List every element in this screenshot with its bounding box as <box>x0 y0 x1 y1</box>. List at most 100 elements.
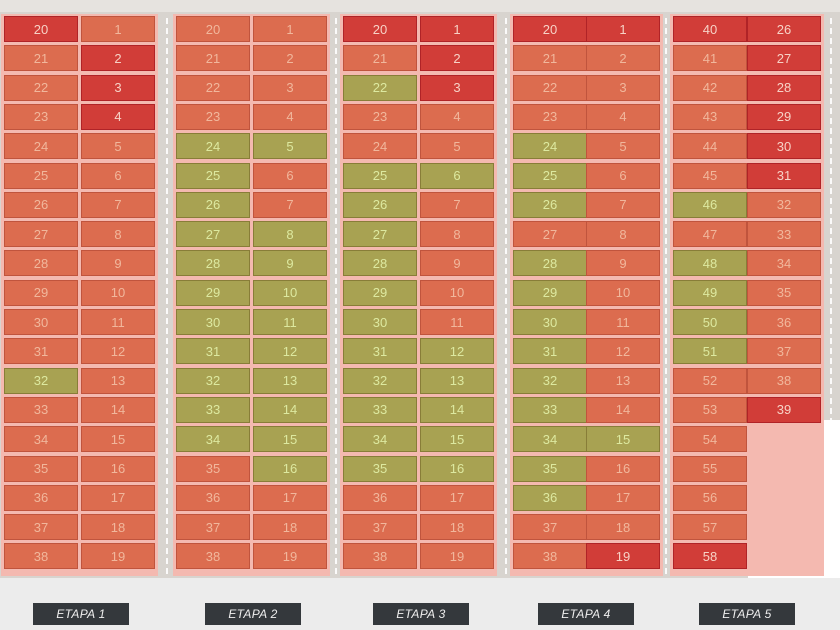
lot-39[interactable]: 39 <box>747 396 821 423</box>
lot-4[interactable]: 4 <box>420 103 494 130</box>
lot-26[interactable]: 26 <box>176 191 250 218</box>
lot-43[interactable]: 43 <box>673 103 747 130</box>
lot-32[interactable]: 32 <box>513 367 587 394</box>
lot-22[interactable]: 22 <box>4 74 78 101</box>
lot-31[interactable]: 31 <box>4 338 78 365</box>
lot-14[interactable]: 14 <box>253 396 327 423</box>
lot-15[interactable]: 15 <box>253 426 327 453</box>
lot-31[interactable]: 31 <box>513 338 587 365</box>
lot-38[interactable]: 38 <box>4 543 78 570</box>
lot-35[interactable]: 35 <box>343 455 417 482</box>
lot-30[interactable]: 30 <box>513 309 587 335</box>
lot-40[interactable]: 40 <box>673 16 747 42</box>
lot-42[interactable]: 42 <box>673 74 747 101</box>
lot-12[interactable]: 12 <box>253 338 327 365</box>
lot-10[interactable]: 10 <box>253 279 327 306</box>
lot-22[interactable]: 22 <box>513 74 587 101</box>
lot-14[interactable]: 14 <box>586 396 660 423</box>
lot-6[interactable]: 6 <box>81 162 155 189</box>
lot-28[interactable]: 28 <box>343 250 417 277</box>
lot-33[interactable]: 33 <box>176 396 250 423</box>
lot-20[interactable]: 20 <box>4 16 78 42</box>
lot-32[interactable]: 32 <box>176 367 250 394</box>
lot-12[interactable]: 12 <box>81 338 155 365</box>
lot-57[interactable]: 57 <box>673 514 747 541</box>
lot-35[interactable]: 35 <box>513 455 587 482</box>
lot-19[interactable]: 19 <box>586 543 660 570</box>
lot-27[interactable]: 27 <box>4 221 78 248</box>
lot-34[interactable]: 34 <box>343 426 417 453</box>
lot-28[interactable]: 28 <box>4 250 78 277</box>
lot-47[interactable]: 47 <box>673 221 747 248</box>
lot-1[interactable]: 1 <box>81 16 155 42</box>
lot-38[interactable]: 38 <box>343 543 417 570</box>
lot-9[interactable]: 9 <box>81 250 155 277</box>
lot-30[interactable]: 30 <box>176 309 250 335</box>
lot-7[interactable]: 7 <box>253 191 327 218</box>
lot-6[interactable]: 6 <box>586 162 660 189</box>
lot-4[interactable]: 4 <box>253 103 327 130</box>
lot-1[interactable]: 1 <box>586 16 660 42</box>
lot-30[interactable]: 30 <box>747 133 821 160</box>
lot-17[interactable]: 17 <box>253 484 327 511</box>
lot-26[interactable]: 26 <box>513 191 587 218</box>
lot-19[interactable]: 19 <box>81 543 155 570</box>
lot-7[interactable]: 7 <box>420 191 494 218</box>
lot-13[interactable]: 13 <box>81 367 155 394</box>
lot-6[interactable]: 6 <box>420 162 494 189</box>
lot-2[interactable]: 2 <box>586 45 660 72</box>
lot-8[interactable]: 8 <box>253 221 327 248</box>
lot-34[interactable]: 34 <box>747 250 821 277</box>
lot-45[interactable]: 45 <box>673 162 747 189</box>
lot-51[interactable]: 51 <box>673 338 747 365</box>
lot-24[interactable]: 24 <box>176 133 250 160</box>
lot-18[interactable]: 18 <box>586 514 660 541</box>
lot-7[interactable]: 7 <box>81 191 155 218</box>
lot-17[interactable]: 17 <box>420 484 494 511</box>
lot-12[interactable]: 12 <box>586 338 660 365</box>
lot-26[interactable]: 26 <box>747 16 821 42</box>
lot-37[interactable]: 37 <box>747 338 821 365</box>
lot-5[interactable]: 5 <box>81 133 155 160</box>
lot-25[interactable]: 25 <box>176 162 250 189</box>
lot-3[interactable]: 3 <box>253 74 327 101</box>
lot-33[interactable]: 33 <box>513 396 587 423</box>
lot-27[interactable]: 27 <box>176 221 250 248</box>
lot-8[interactable]: 8 <box>81 221 155 248</box>
lot-14[interactable]: 14 <box>420 396 494 423</box>
lot-38[interactable]: 38 <box>747 367 821 394</box>
lot-2[interactable]: 2 <box>253 45 327 72</box>
lot-48[interactable]: 48 <box>673 250 747 277</box>
lot-12[interactable]: 12 <box>420 338 494 365</box>
lot-20[interactable]: 20 <box>513 16 587 42</box>
lot-2[interactable]: 2 <box>420 45 494 72</box>
lot-30[interactable]: 30 <box>4 309 78 335</box>
lot-29[interactable]: 29 <box>747 103 821 130</box>
lot-46[interactable]: 46 <box>673 191 747 218</box>
lot-13[interactable]: 13 <box>586 367 660 394</box>
lot-37[interactable]: 37 <box>513 514 587 541</box>
lot-26[interactable]: 26 <box>4 191 78 218</box>
lot-35[interactable]: 35 <box>4 455 78 482</box>
lot-21[interactable]: 21 <box>176 45 250 72</box>
lot-10[interactable]: 10 <box>586 279 660 306</box>
lot-13[interactable]: 13 <box>253 367 327 394</box>
lot-35[interactable]: 35 <box>176 455 250 482</box>
lot-49[interactable]: 49 <box>673 279 747 306</box>
lot-16[interactable]: 16 <box>586 455 660 482</box>
lot-23[interactable]: 23 <box>513 103 587 130</box>
lot-33[interactable]: 33 <box>343 396 417 423</box>
lot-38[interactable]: 38 <box>176 543 250 570</box>
lot-3[interactable]: 3 <box>420 74 494 101</box>
lot-53[interactable]: 53 <box>673 396 747 423</box>
lot-14[interactable]: 14 <box>81 396 155 423</box>
lot-21[interactable]: 21 <box>343 45 417 72</box>
lot-26[interactable]: 26 <box>343 191 417 218</box>
lot-32[interactable]: 32 <box>343 367 417 394</box>
lot-29[interactable]: 29 <box>176 279 250 306</box>
lot-15[interactable]: 15 <box>81 426 155 453</box>
lot-21[interactable]: 21 <box>4 45 78 72</box>
lot-7[interactable]: 7 <box>586 191 660 218</box>
lot-19[interactable]: 19 <box>420 543 494 570</box>
lot-31[interactable]: 31 <box>176 338 250 365</box>
